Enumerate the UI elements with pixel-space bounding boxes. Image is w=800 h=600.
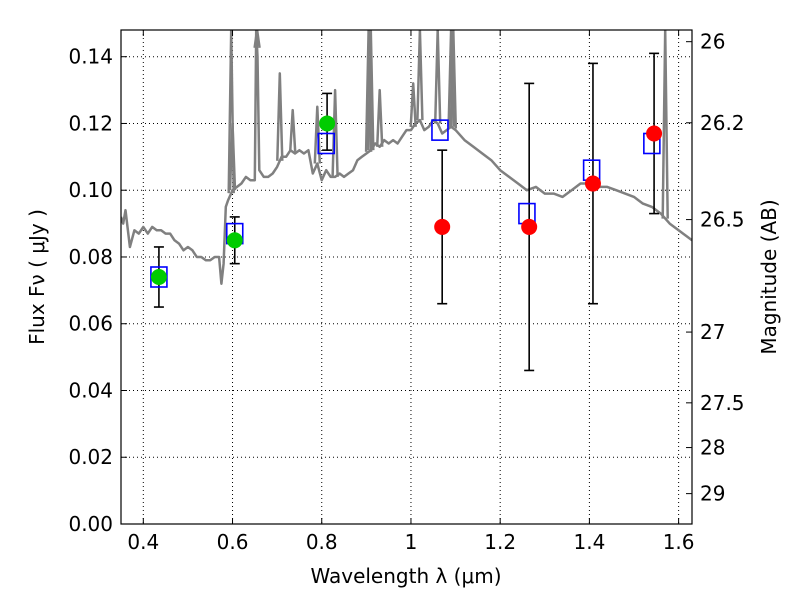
y2-tick-label: 26 (700, 30, 725, 54)
observed-point-green (150, 269, 167, 285)
y-tick-label: 0.10 (68, 178, 113, 202)
plot-frame (120, 29, 693, 525)
x-tick-label: 1 (405, 530, 418, 554)
emission-line-spike (253, 30, 261, 48)
emission-line-spike (449, 30, 458, 129)
y2-tick-label: 27.5 (700, 391, 745, 415)
y-tick-label: 0.06 (68, 312, 113, 336)
model-photometry-square (431, 119, 449, 141)
y2-tick-label: 26.5 (700, 208, 745, 232)
emission-line-spike (375, 88, 384, 147)
x-tick-label: 0.8 (306, 530, 338, 554)
photometry-layer (150, 52, 663, 372)
x-tick-label: 0.6 (217, 530, 249, 554)
y-tick-label: 0.14 (68, 45, 113, 69)
emission-line-spike (367, 30, 375, 151)
x-tick-label: 1.2 (484, 530, 516, 554)
y2-tick-label: 27 (700, 320, 725, 344)
emission-line-spike (288, 108, 297, 152)
observed-point-red (646, 125, 663, 142)
y-tick-label: 0.00 (68, 512, 113, 536)
y-tick-label: 0.08 (68, 245, 113, 269)
y-tick-label: 0.04 (68, 378, 113, 402)
observed-point-red (521, 218, 538, 235)
emission-line-spike (416, 30, 424, 121)
y2-tick-label: 26.2 (700, 111, 745, 135)
observed-point-red (584, 175, 601, 192)
axis-tick-labels: 0.4 0.6 0.8 1 1.2 1.4 1.6 0.00 0.02 0.04 0.06 0.08 0… (68, 30, 744, 554)
model-spectrum-layer (121, 30, 692, 285)
observed-point-green (226, 232, 243, 249)
emission-line-spike (276, 72, 284, 161)
emission-line-spike (661, 30, 669, 219)
y-axis-label: Flux Fν ( μJy ) (25, 209, 49, 345)
y-tick-label: 0.02 (68, 445, 113, 469)
y2-tick-label: 29 (700, 482, 725, 506)
x-tick-label: 0.4 (127, 530, 159, 554)
model-spectrum-line (121, 30, 692, 285)
model-photometry-square (317, 132, 336, 155)
emission-line-spike (433, 30, 442, 124)
axis-ticks (121, 30, 692, 525)
observed-point-red (434, 218, 451, 235)
y2-tick-label: 28 (700, 436, 725, 460)
observed-point-green (319, 115, 336, 132)
y2-axis-label: Magnitude (AB) (757, 199, 781, 354)
x-tick-label: 1.4 (573, 530, 605, 554)
x-axis-label: Wavelength λ (μm) (310, 564, 501, 588)
x-tick-label: 1.6 (663, 530, 695, 554)
y-tick-label: 0.12 (68, 111, 113, 135)
emission-line-spike (228, 122, 237, 191)
emission-line-spike (409, 82, 417, 127)
